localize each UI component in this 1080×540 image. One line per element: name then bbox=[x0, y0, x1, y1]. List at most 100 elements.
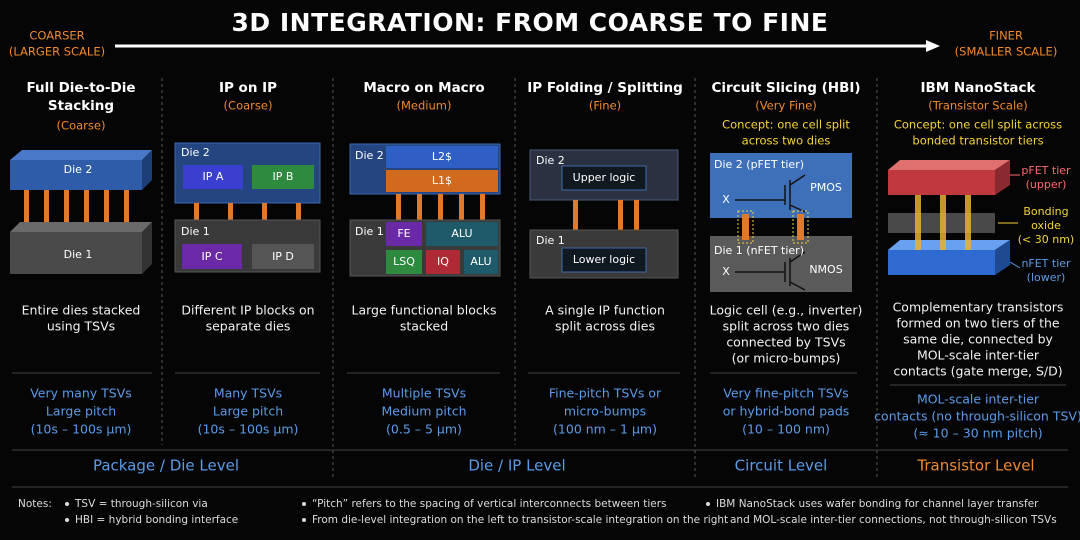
column-description: contacts (gate merge, S/D) bbox=[893, 364, 1062, 379]
column-interconnect: Medium pitch bbox=[381, 404, 466, 419]
diagram-label: (< 30 nm) bbox=[1018, 233, 1074, 246]
column-interconnect: Very fine-pitch TSVs bbox=[723, 386, 849, 401]
column-interconnect: contacts (no through-silicon TSV) bbox=[874, 409, 1080, 424]
column-description: formed on two tiers of the bbox=[896, 316, 1060, 331]
note-item: IBM NanoStack uses wafer bonding for cha… bbox=[716, 498, 1039, 510]
diagram-label: Bonding bbox=[1023, 205, 1068, 218]
column-description: split across two dies bbox=[723, 319, 850, 334]
diagram-die-stacking bbox=[10, 150, 152, 274]
diagram-label: Die 2 bbox=[355, 149, 384, 162]
scale-right: FINER bbox=[989, 29, 1023, 43]
diagram-macro bbox=[349, 143, 501, 277]
column-description: Logic cell (e.g., inverter) bbox=[710, 303, 863, 318]
column-description: connected by TSVs bbox=[726, 335, 845, 350]
column-scale: (Coarse) bbox=[57, 119, 106, 133]
column-scale: (Very Fine) bbox=[755, 99, 817, 113]
level-label: Die / IP Level bbox=[468, 457, 565, 475]
diagram-label: NMOS bbox=[809, 263, 842, 276]
column-title: IP on IP bbox=[219, 80, 277, 96]
diagram-label: (upper) bbox=[1026, 178, 1067, 191]
level-label: Transistor Level bbox=[916, 457, 1034, 475]
diagram-label: Die 2 bbox=[181, 146, 210, 159]
column-description: Complementary transistors bbox=[893, 300, 1064, 315]
diagram-circuit bbox=[710, 153, 852, 292]
column-description: same die, connected by bbox=[903, 332, 1053, 347]
diagram-label: nFET tier bbox=[1021, 257, 1071, 270]
column-description: Entire dies stacked bbox=[22, 303, 141, 318]
separators bbox=[12, 78, 1068, 488]
column-interconnect: (0.5 – 5 µm) bbox=[386, 422, 462, 437]
diagram-label: Die 1 (nFET tier) bbox=[714, 244, 804, 257]
diagram-label: Die 2 bbox=[536, 154, 565, 167]
column-title: Macro on Macro bbox=[363, 80, 484, 96]
column-description: A single IP function bbox=[545, 303, 665, 318]
diagram-label: IP C bbox=[201, 250, 222, 263]
diagram-label: Die 2 bbox=[64, 163, 93, 176]
column-description: using TSVs bbox=[47, 319, 115, 334]
column-description: MOL-scale inter-tier bbox=[917, 348, 1040, 363]
column-description: split across dies bbox=[555, 319, 655, 334]
column-scale: (Fine) bbox=[589, 99, 621, 113]
diagram-folding bbox=[529, 149, 679, 279]
note-bullets bbox=[65, 502, 710, 522]
column-interconnect: Very many TSVs bbox=[30, 386, 132, 401]
diagram-label: X bbox=[722, 193, 730, 206]
column-scale: (Medium) bbox=[397, 99, 452, 113]
column-title: Circuit Slicing (HBI) bbox=[711, 80, 860, 96]
column-interconnect: (100 nm – 1 µm) bbox=[553, 422, 657, 437]
column-interconnect: Large pitch bbox=[213, 404, 283, 419]
diagram-label: ALU bbox=[470, 255, 491, 268]
note-item: HBI = hybrid bonding interface bbox=[75, 514, 238, 526]
column-title: Full Die-to-Die bbox=[26, 80, 135, 96]
page-title: 3D INTEGRATION: FROM COARSE TO FINE bbox=[232, 8, 829, 37]
column-interconnect: Many TSVs bbox=[214, 386, 282, 401]
column-title: IBM NanoStack bbox=[920, 80, 1036, 96]
column-interconnect: or hybrid-bond pads bbox=[723, 404, 850, 419]
note-item: “Pitch” refers to the spacing of vertica… bbox=[312, 498, 667, 510]
column-interconnect: (≈ 10 – 30 nm pitch) bbox=[913, 426, 1042, 441]
diagram-label: (lower) bbox=[1027, 271, 1066, 284]
diagram-ip-on-ip bbox=[174, 142, 321, 273]
column-description: Different IP blocks on bbox=[181, 303, 314, 318]
column-description: (or micro-bumps) bbox=[732, 351, 841, 366]
column-interconnect: Large pitch bbox=[46, 404, 116, 419]
scale-left: (LARGER SCALE) bbox=[9, 45, 105, 59]
diagram-label: L2$ bbox=[432, 150, 452, 163]
header-arrow bbox=[115, 40, 940, 52]
column-interconnect: Fine-pitch TSVs or bbox=[549, 386, 662, 401]
column-interconnect: MOL-scale inter-tier bbox=[917, 392, 1040, 407]
diagram-label: L1$ bbox=[432, 174, 452, 187]
column-interconnect: (10 – 100 nm) bbox=[742, 422, 830, 437]
diagram-label: Die 1 bbox=[355, 225, 384, 238]
diagram-label: pFET tier bbox=[1021, 164, 1071, 177]
note-item: and MOL-scale inter-tier connections, no… bbox=[730, 514, 1057, 526]
diagram-label: oxide bbox=[1031, 219, 1061, 232]
diagram-nanostack bbox=[888, 160, 1021, 275]
diagram-label: Die 1 bbox=[64, 248, 93, 261]
column-scale: (Transistor Scale) bbox=[928, 99, 1027, 113]
scale-right: (SMALLER SCALE) bbox=[955, 45, 1058, 59]
column-title: IP Folding / Splitting bbox=[527, 80, 683, 96]
column-scale: (Coarse) bbox=[224, 99, 273, 113]
diagram-label: X bbox=[722, 265, 730, 278]
diagram-label: Upper logic bbox=[573, 171, 636, 184]
column-concept: across two dies bbox=[742, 134, 831, 148]
column-concept: Concept: one cell split across bbox=[894, 118, 1062, 132]
diagram-label: IP A bbox=[203, 170, 224, 183]
column-concept: Concept: one cell split bbox=[722, 118, 850, 132]
diagram-label: IP D bbox=[272, 250, 294, 263]
column-interconnect: (10s – 100s µm) bbox=[198, 422, 299, 437]
column-title: Stacking bbox=[48, 98, 114, 114]
diagram-label: Lower logic bbox=[573, 253, 635, 266]
note-item: TSV = through-silicon via bbox=[74, 498, 208, 510]
column-description: Large functional blocks bbox=[352, 303, 497, 318]
note-item: From die-level integration on the left t… bbox=[312, 514, 728, 526]
level-label: Circuit Level bbox=[735, 457, 828, 475]
diagram-label: LSQ bbox=[393, 255, 415, 268]
diagram-label: ALU bbox=[451, 227, 472, 240]
column-description: stacked bbox=[400, 319, 448, 334]
diagram-label: FE bbox=[397, 227, 410, 240]
diagram-label: Die 1 bbox=[181, 225, 210, 238]
column-interconnect: (10s – 100s µm) bbox=[31, 422, 132, 437]
